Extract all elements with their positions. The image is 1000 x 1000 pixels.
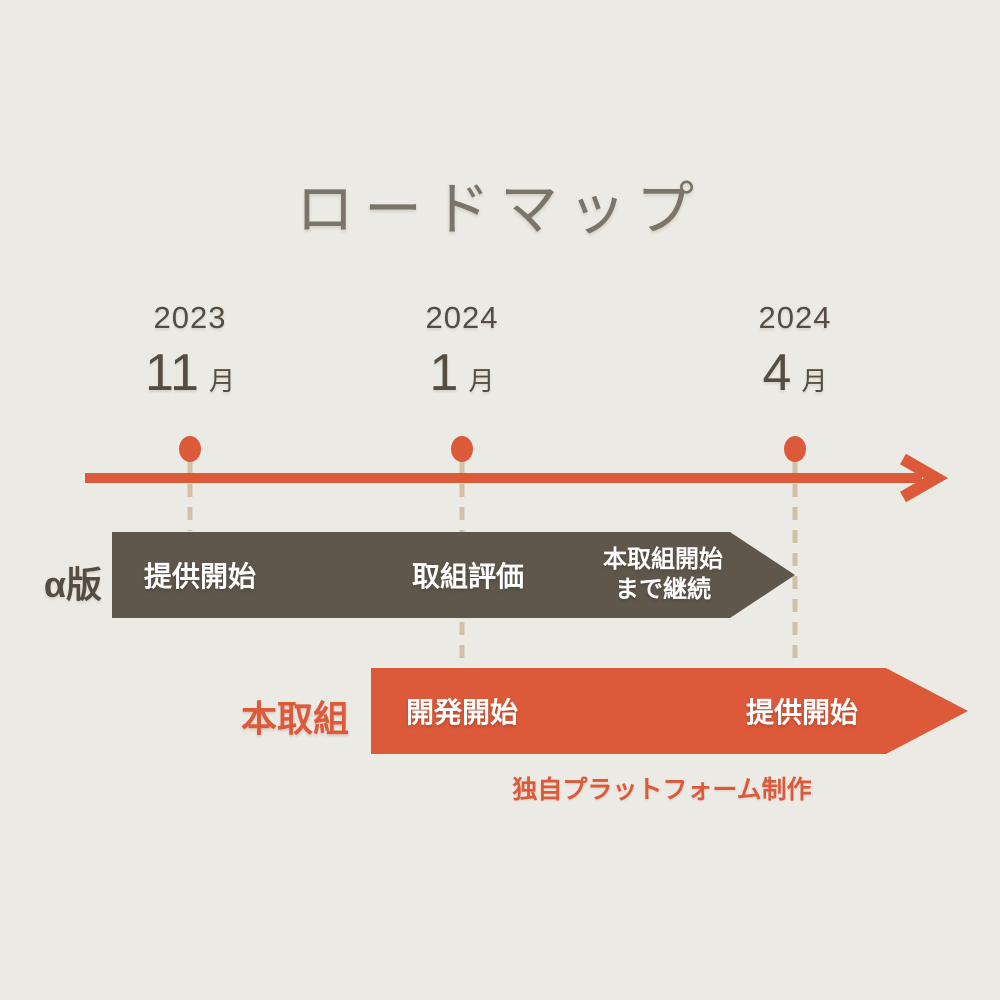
main-initiative-bar: 開発開始 提供開始	[371, 668, 968, 754]
alpha-event-continue-line1: 本取組開始	[603, 546, 723, 573]
milestone-month: 11	[145, 344, 199, 402]
milestone-2023-11: 2023 11 月	[145, 300, 235, 402]
main-event-dev-start: 開発開始	[405, 697, 519, 728]
page-title: ロードマップ	[295, 175, 704, 243]
alpha-version-bar: 提供開始 取組評価 本取組開始 まで継続	[112, 532, 795, 618]
milestone-year: 2024	[425, 300, 499, 335]
timeline-arrowhead-icon	[900, 453, 949, 503]
main-row-label: 本取組	[240, 698, 350, 739]
milestone-dot-1	[179, 436, 201, 462]
alpha-event-continue: 本取組開始 まで継続	[603, 532, 723, 618]
main-event-service-start: 提供開始	[745, 697, 859, 728]
milestone-dot-3	[784, 436, 806, 462]
milestone-month-unit: 月	[801, 366, 828, 396]
alpha-event-evaluation: 取組評価	[411, 561, 525, 592]
milestone-year: 2024	[758, 300, 832, 335]
milestone-month-unit: 月	[468, 366, 495, 396]
milestone-month: 4	[762, 344, 792, 402]
milestone-month-unit: 月	[208, 366, 235, 396]
milestone-dot-2	[451, 436, 473, 462]
platform-caption: 独自プラットフォーム制作	[512, 776, 812, 804]
main-bar-arrow-shape	[371, 668, 968, 754]
alpha-row-label: α版	[43, 564, 102, 605]
milestone-month: 1	[429, 344, 459, 402]
alpha-bar-arrow-shape	[112, 532, 795, 618]
alpha-event-service-start: 提供開始	[143, 561, 257, 592]
milestone-year: 2023	[153, 300, 227, 335]
alpha-event-continue-line2: まで継続	[615, 576, 711, 603]
